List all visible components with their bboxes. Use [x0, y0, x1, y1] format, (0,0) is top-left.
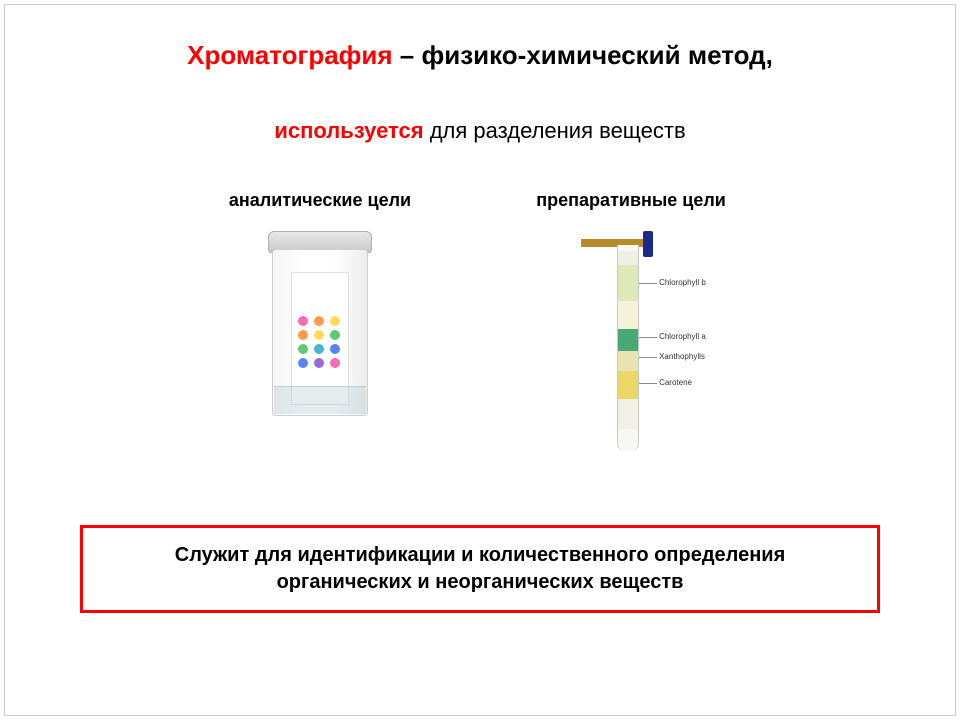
band-label: Xanthophylls: [659, 352, 705, 361]
col-label-analytical: аналитические цели: [229, 190, 411, 211]
leader-line: [639, 357, 657, 358]
column-band: [618, 371, 638, 399]
subtitle-black: для разделения веществ: [424, 118, 686, 143]
leader-line: [639, 283, 657, 284]
spot-icon: [314, 358, 324, 368]
spot-icon: [330, 344, 340, 354]
title-black: – физико-химический метод,: [393, 40, 773, 70]
spot-icon: [330, 358, 340, 368]
clamp-bar-icon: [581, 239, 651, 247]
footer-line2: органических и неорганических веществ: [103, 569, 857, 596]
title-line: Хроматография – физико-химический метод,: [0, 40, 960, 71]
col-preparative: препаративные цели Chlorophyll bChloroph…: [531, 190, 731, 461]
column-chroma-illustration: Chlorophyll b Chlorophyll a Xanthophylls Ca…: [531, 231, 731, 461]
column-band: [618, 329, 638, 351]
spot-icon: [298, 344, 308, 354]
spot-icon: [298, 358, 308, 368]
column-band: [618, 399, 638, 429]
column-band: [618, 251, 638, 265]
title-red: Хроматография: [187, 40, 392, 70]
spot-icon: [314, 344, 324, 354]
tlc-jar-illustration: [260, 231, 380, 416]
subtitle-red: используется: [274, 118, 423, 143]
clamp-knob-icon: [643, 231, 653, 257]
footer-line1: Служит для идентификации и количественно…: [103, 542, 857, 569]
columns: аналитические цели: [0, 190, 960, 461]
column-band: [618, 351, 638, 371]
footer-box: Служит для идентификации и количественно…: [80, 525, 880, 613]
spot-icon: [314, 316, 324, 326]
col-analytical: аналитические цели: [229, 190, 411, 461]
spot-icon: [298, 316, 308, 326]
spot-icon: [330, 330, 340, 340]
leader-line: [639, 337, 657, 338]
band-label: Chlorophyll b: [659, 278, 706, 287]
column-tube: [617, 245, 639, 451]
column-band: [618, 265, 638, 301]
subtitle-line: используется для разделения веществ: [0, 118, 960, 144]
col-label-preparative: препаративные цели: [531, 190, 731, 211]
band-label: Carotene: [659, 378, 692, 387]
leader-line: [639, 383, 657, 384]
band-label: Chlorophyll a: [659, 332, 706, 341]
jar-body: [272, 249, 368, 416]
spot-icon: [298, 330, 308, 340]
spot-icon: [314, 330, 324, 340]
jar-liquid: [274, 386, 366, 414]
column-band: [618, 301, 638, 329]
spot-icon: [330, 316, 340, 326]
